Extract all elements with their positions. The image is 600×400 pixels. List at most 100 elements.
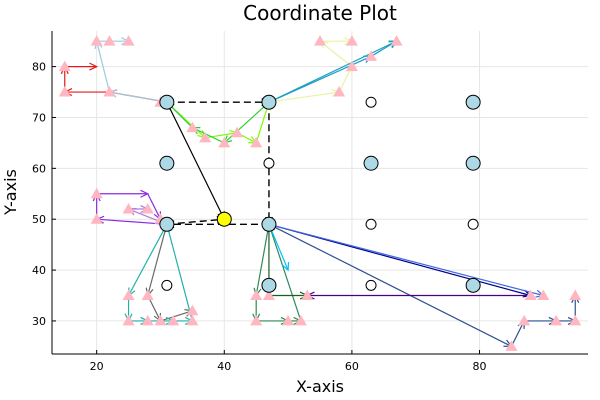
- target-marker: [122, 289, 135, 301]
- node-hollow: [365, 218, 377, 230]
- y-tick-label: 60: [32, 162, 46, 175]
- target-marker: [569, 314, 582, 326]
- target-marker: [122, 314, 135, 326]
- node-hollow: [467, 218, 479, 230]
- route-series: [268, 223, 532, 298]
- route-series: [268, 224, 290, 272]
- node-hollow: [365, 279, 377, 291]
- route-series: [124, 222, 194, 325]
- y-tick-label: 80: [32, 61, 46, 74]
- target-marker: [90, 187, 103, 199]
- y-axis-label: Y-axis: [1, 169, 20, 216]
- tick-labels: 20 40 60 80 30 40 50 60 70 80: [32, 61, 487, 373]
- node-hollow: [365, 96, 377, 108]
- route-series: [166, 101, 225, 221]
- node-filled: [261, 216, 277, 232]
- target-marker: [231, 126, 244, 138]
- route-segment: [192, 127, 225, 144]
- route-segment: [160, 310, 193, 322]
- y-tick-label: 70: [32, 111, 46, 124]
- node-filled: [465, 277, 481, 293]
- target-marker: [365, 50, 378, 61]
- route-series: [268, 223, 580, 347]
- target-marker: [314, 35, 326, 46]
- y-tick-label: 30: [32, 315, 46, 328]
- target-marker: [103, 86, 116, 97]
- target-marker: [186, 121, 199, 133]
- x-tick-label: 20: [90, 360, 104, 373]
- route-series: [145, 224, 194, 323]
- node-hollow: [263, 157, 275, 169]
- node-filled: [159, 155, 175, 171]
- target-marker: [345, 60, 358, 72]
- chart-title: Coordinate Plot: [243, 1, 397, 25]
- x-axis-label: X-axis: [296, 377, 344, 396]
- node-filled: [363, 155, 379, 171]
- route-segment: [268, 223, 544, 297]
- x-tick-label: 60: [345, 360, 359, 373]
- node-hollow: [161, 279, 173, 291]
- route-segment: [96, 41, 111, 93]
- node-filled: [465, 94, 481, 110]
- target-marker: [524, 289, 537, 301]
- route-segment: [268, 224, 302, 322]
- route-series: [268, 223, 545, 298]
- target-marker: [218, 136, 231, 148]
- target-marker: [122, 203, 135, 214]
- target-marker: [141, 314, 154, 326]
- route-series: [165, 101, 270, 144]
- node-filled: [261, 94, 277, 110]
- agent-marker: [216, 211, 232, 227]
- route-segment: [255, 224, 270, 296]
- target-marker: [103, 35, 116, 46]
- target-marker: [390, 35, 403, 46]
- target-marker: [122, 35, 135, 46]
- node-filled: [261, 277, 277, 293]
- target-marker: [186, 314, 199, 326]
- target-marker: [199, 131, 212, 143]
- target-marker: [186, 304, 199, 316]
- target-marker: [333, 86, 346, 97]
- target-marker: [167, 314, 180, 326]
- x-tick-label: 40: [217, 360, 231, 373]
- route-series: [252, 222, 303, 325]
- node-layer: [159, 94, 481, 293]
- target-marker: [505, 340, 518, 351]
- target-marker: [58, 86, 71, 97]
- target-marker: [262, 289, 275, 301]
- route-segment: [268, 40, 397, 103]
- arrowhead: [281, 262, 290, 272]
- target-marker: [141, 203, 154, 214]
- x-tick-label: 80: [473, 360, 487, 373]
- node-filled: [159, 216, 175, 232]
- target-marker: [518, 314, 531, 326]
- target-marker: [282, 314, 295, 326]
- y-tick-label: 50: [32, 213, 46, 226]
- route-segment: [147, 193, 162, 220]
- target-marker: [141, 289, 154, 301]
- target-marker: [301, 289, 314, 301]
- target-marker: [154, 314, 167, 326]
- route-segment: [109, 91, 167, 103]
- target-marker: [250, 314, 263, 326]
- path-layer: [60, 37, 580, 347]
- target-marker: [58, 60, 71, 72]
- target-layer: [58, 35, 582, 351]
- route-segment: [268, 224, 289, 271]
- route-series: [305, 291, 531, 300]
- route-series: [166, 100, 271, 144]
- route-segment: [268, 91, 340, 103]
- target-marker: [345, 35, 358, 46]
- target-marker: [550, 314, 563, 326]
- dashed-route-segment: [166, 218, 225, 225]
- node-filled: [159, 94, 175, 110]
- route-segment: [128, 224, 168, 296]
- y-tick-label: 40: [32, 264, 46, 277]
- target-marker: [250, 289, 263, 301]
- route-series: [92, 189, 167, 225]
- target-marker: [250, 136, 263, 148]
- node-filled: [465, 155, 481, 171]
- arrowhead: [89, 62, 99, 71]
- target-marker: [294, 314, 307, 326]
